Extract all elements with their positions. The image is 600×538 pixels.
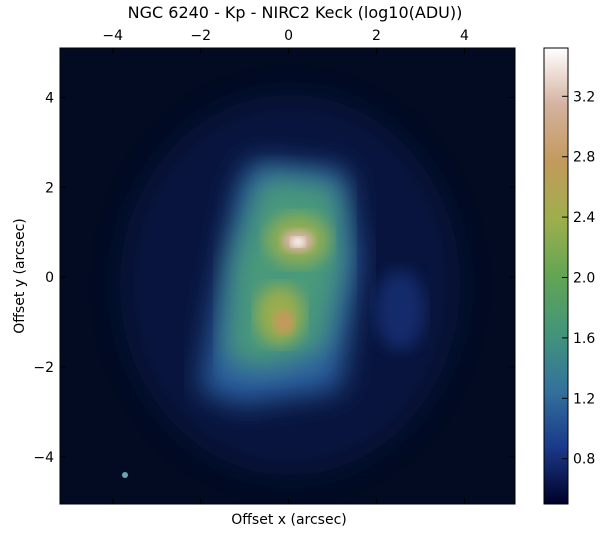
colorbar-tick-label: 2.0 (573, 271, 595, 287)
core (274, 310, 294, 334)
image (60, 48, 515, 504)
chart-title: NGC 6240 - Kp - NIRC2 Keck (log10(ADU)) (128, 3, 463, 22)
x-axis-label: Offset x (arcsec) (231, 512, 347, 528)
halo (375, 270, 425, 350)
colorbar-tick-label: 1.2 (573, 391, 595, 407)
x-tick-label: 4 (460, 28, 469, 44)
core (291, 237, 305, 247)
x-tick-label: −2 (190, 28, 211, 44)
x-tick-label: 0 (284, 28, 293, 44)
colorbar-tick-label: 1.6 (573, 331, 595, 347)
x-tick-label: 2 (372, 28, 381, 44)
colorbar (543, 47, 569, 505)
y-axis-label: Offset y (arcsec) (12, 218, 28, 334)
y-tick-label: 0 (45, 270, 54, 286)
x-tick-label: −4 (102, 28, 123, 44)
y-tick-label: −2 (33, 360, 54, 376)
colorbar-tick-label: 3.2 (573, 89, 595, 105)
y-tick-label: 4 (45, 90, 54, 106)
colorbar-tick-label: 2.4 (573, 210, 595, 226)
y-tick-label: 2 (45, 180, 54, 196)
star (122, 472, 128, 478)
y-tick-label: −4 (33, 450, 54, 466)
colorbar-tick-label: 2.8 (573, 150, 595, 166)
plot-frame (59, 47, 516, 505)
colorbar-tick-label: 0.8 (573, 452, 595, 468)
